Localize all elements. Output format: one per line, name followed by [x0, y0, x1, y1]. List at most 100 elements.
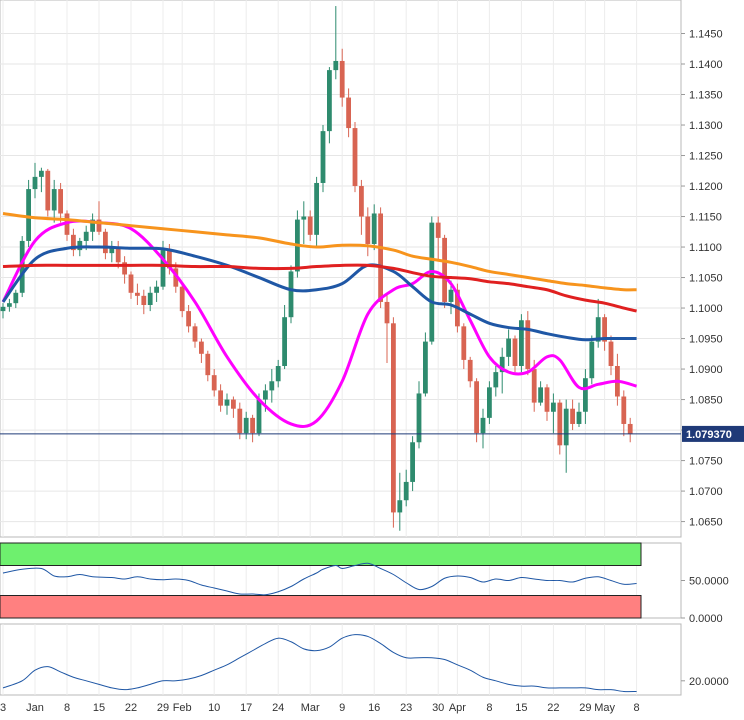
overbought-band	[0, 542, 642, 566]
price-tick-label: 1.0950	[689, 334, 723, 346]
date-tick-label: 3	[0, 702, 6, 714]
candle-body	[179, 286, 185, 312]
candle-body	[461, 326, 467, 360]
candle-body	[154, 286, 159, 293]
indicator-line	[2, 634, 637, 693]
candle-body	[576, 411, 582, 424]
date-x-axis: 3 Jan 8 15 22 29 Feb 10 17 24 Mar 9 16 23 30 Apr 8 15 22 29…	[0, 702, 640, 714]
candle-body	[256, 399, 262, 434]
candle-body	[525, 320, 531, 370]
price-tick-label: 1.1450	[689, 29, 723, 41]
indicator-panel-frame	[0, 623, 682, 696]
candle-body	[186, 311, 191, 327]
candle-body	[339, 60, 345, 98]
candle-body	[352, 128, 358, 187]
price-tick-label: 1.0850	[689, 395, 723, 407]
date-tick-label: 17	[240, 702, 252, 714]
candle-body	[26, 189, 31, 241]
candle-body	[333, 60, 339, 71]
ma-red-line	[2, 263, 637, 313]
candle-body	[608, 341, 614, 367]
date-tick-label: 29	[579, 702, 591, 714]
date-tick-label: 22	[125, 702, 137, 714]
date-tick-label: Mar	[301, 702, 320, 714]
price-tick-label: 1.1200	[689, 181, 723, 193]
candle-body	[621, 396, 627, 424]
date-tick-label: Apr	[449, 702, 466, 714]
date-tick-label: 8	[486, 702, 492, 714]
ma-blue-line	[1, 245, 637, 342]
candle-body	[397, 500, 403, 513]
candle-body	[570, 408, 575, 424]
price-tick-label: 1.1350	[689, 90, 723, 102]
ma-orange-line	[2, 211, 637, 292]
candle-body	[557, 402, 563, 446]
candle-body	[231, 399, 236, 409]
candle-body	[448, 289, 454, 302]
candle-body	[627, 423, 633, 434]
date-tick-label: Feb	[173, 702, 192, 714]
candle-body	[39, 170, 44, 177]
candle-body	[243, 417, 249, 434]
candle-body	[237, 408, 243, 434]
candle-body	[135, 292, 140, 296]
candle-body	[173, 268, 179, 287]
candle-body	[371, 213, 377, 244]
price-tick-label: 1.1300	[689, 120, 723, 132]
candle-body	[442, 237, 447, 302]
oscillator-tick-label: 0.0000	[689, 613, 723, 625]
date-tick-label: 15	[515, 702, 527, 714]
candle-body	[218, 390, 223, 406]
oversold-band	[0, 595, 642, 619]
candle-body	[467, 359, 473, 382]
candle-body	[506, 338, 511, 357]
candle-body	[403, 481, 409, 501]
candle-body	[71, 234, 76, 251]
candle-body	[32, 176, 38, 190]
price-tick-label: 1.0750	[689, 456, 723, 468]
candle-body	[320, 131, 326, 183]
candle-body	[45, 170, 51, 211]
candle-body	[160, 250, 166, 287]
candle-body	[583, 378, 588, 412]
candle-body	[141, 295, 147, 305]
candle-body	[263, 390, 268, 400]
date-tick-label: 10	[208, 702, 220, 714]
ma-magenta-line	[1, 219, 638, 428]
last-price-badge	[682, 425, 744, 442]
date-tick-label: 29	[157, 702, 169, 714]
candle-body	[602, 317, 607, 342]
price-tick-label: 1.1250	[689, 151, 723, 163]
candle-body	[544, 387, 550, 412]
candle-body	[128, 274, 134, 293]
candle-body	[314, 182, 319, 235]
candle-body	[378, 213, 383, 302]
date-tick-label: May	[594, 702, 615, 714]
candle-body	[487, 387, 492, 418]
candle-body	[167, 250, 172, 269]
candle-body	[531, 369, 537, 403]
candle-body	[103, 231, 108, 254]
candle-body	[275, 366, 281, 382]
price-tick-label: 1.0900	[689, 364, 723, 376]
candle-body	[250, 417, 255, 434]
price-tick-label: 1.0650	[689, 517, 723, 529]
price-panel-frame	[0, 0, 682, 538]
candle-body	[269, 381, 275, 391]
price-tick-label: 1.1000	[689, 303, 723, 315]
candle-body	[595, 317, 601, 342]
candle-body	[480, 417, 486, 434]
candle-body	[90, 219, 95, 232]
candle-body	[282, 317, 287, 367]
candle-body	[115, 247, 121, 263]
date-tick-label: 24	[272, 702, 284, 714]
candle-body	[359, 186, 364, 217]
candle-body	[589, 341, 595, 379]
oscillator-tick-label: 50.0000	[689, 576, 729, 588]
candle-body	[83, 231, 89, 241]
candle-body	[538, 387, 543, 403]
candle-body	[551, 402, 556, 412]
oscillator-line	[2, 562, 637, 596]
date-tick-label: 16	[368, 702, 380, 714]
